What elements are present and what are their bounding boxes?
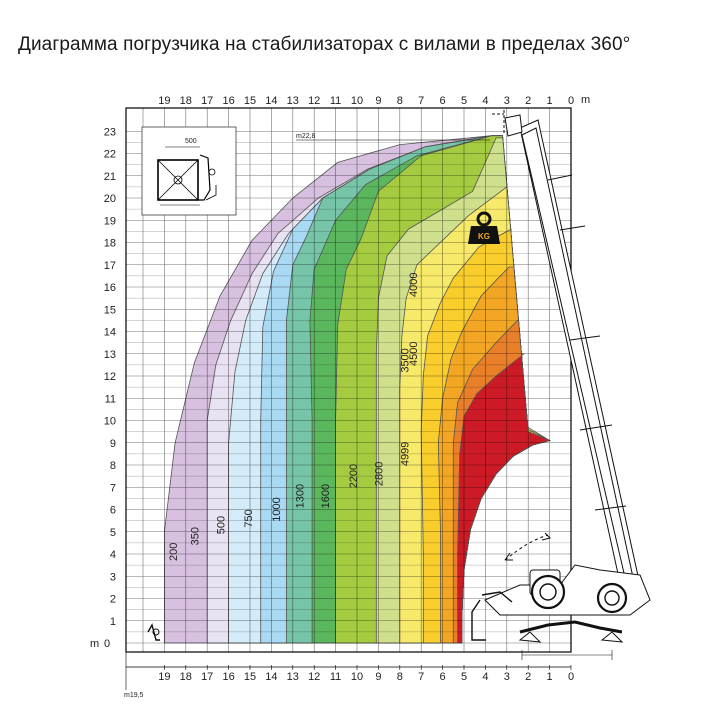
x-tick-top: 3 [504,95,510,107]
x-tick-top: 2 [525,95,531,107]
svg-text:KG: KG [478,232,490,241]
zone-label-200: 200 [168,543,180,561]
x-tick-top: 0 [568,95,574,107]
telehandler-drawing [126,110,651,653]
zone-label-1600: 1600 [320,484,332,508]
y-zero-label: 0 [104,638,110,650]
x-unit-label: m [581,94,590,106]
y-tick: 1 [110,616,116,628]
y-unit-label: m [90,638,99,650]
x-tick-bottom: 1 [547,671,553,683]
y-tick: 12 [104,371,116,383]
zone-label-4000: 4000 [408,273,420,297]
wheelbase-dimension [521,650,613,660]
x-tick-top: 6 [440,95,446,107]
load-zones [164,135,552,644]
zone-label-1300: 1300 [295,484,307,508]
x-tick-bottom: 3 [504,671,510,683]
zone-label-500: 500 [215,516,227,534]
plot-frame [125,107,572,653]
x-tick-top: 1 [547,95,553,107]
y-tick: 8 [110,460,116,472]
x-tick-bottom: 18 [180,671,192,683]
y-tick: 7 [110,482,116,494]
x-tick-bottom: 6 [440,671,446,683]
y-tick: 14 [104,327,116,339]
x-axis-top: 19 18 17 16 15 14 13 12 11 10 9 8 7 6 5 4 3 2 1 0 [158,95,574,107]
x-tick-bottom: 11 [330,671,341,683]
zone-labels: 200 350 500 750 1000 1300 1600 2200 2800 3500 4000… [168,273,420,561]
x-tick-bottom: 16 [222,671,234,683]
y-tick: 20 [104,193,116,205]
x-tick-top: 16 [222,95,234,107]
x-tick-top: 10 [351,95,363,107]
y-tick: 4 [110,549,116,561]
y-tick: 15 [104,304,116,316]
y-tick: 2 [110,594,116,606]
fork-carriage-icon: 500 [141,126,237,216]
chart-title: Диаграмма погрузчика на стабилизаторах с… [18,34,631,55]
y-tick: 9 [110,438,116,450]
x-tick-bottom: 12 [308,671,320,683]
y-tick: 21 [104,171,116,183]
zone-label-750: 750 [243,509,255,527]
x-tick-top: 5 [461,95,467,107]
zone-label-350: 350 [190,527,202,545]
x-tick-top: 12 [308,95,320,107]
x-tick-top: 11 [330,95,341,107]
x-tick-top: 15 [244,95,256,107]
y-tick: 11 [105,393,116,405]
y-tick: 18 [104,238,116,250]
zone-label-2800: 2800 [374,462,386,486]
x-tick-bottom: 9 [375,671,381,683]
y-tick: 3 [110,571,116,583]
x-tick-bottom: 14 [265,671,277,683]
y-tick: 5 [110,527,116,539]
y-tick: 10 [104,416,116,428]
max-reach-annotation: m19,5 [124,692,144,699]
x-tick-top: 13 [287,95,299,107]
zone-label-4999: 4999 [399,442,411,466]
x-tick-bottom: 0 [568,671,574,683]
y-tick: 16 [104,282,116,294]
x-tick-bottom: 10 [351,671,363,683]
x-tick-bottom: 2 [525,671,531,683]
x-tick-bottom: 19 [158,671,170,683]
fork-width-label: 500 [185,138,197,145]
x-tick-bottom: 17 [201,671,213,683]
y-tick: 13 [104,349,116,361]
y-tick: 23 [104,126,116,138]
x-tick-top: 9 [375,95,381,107]
x-tick-top: 19 [158,95,170,107]
zone-label-4500: 4500 [408,342,420,366]
x-tick-top: 18 [180,95,192,107]
x-tick-bottom: 5 [461,671,467,683]
x-tick-top: 17 [201,95,213,107]
x-tick-top: 7 [418,95,424,107]
max-height-annotation: m22,8 [296,133,316,140]
y-tick: 22 [104,149,116,161]
x-tick-top: 8 [397,95,403,107]
y-tick: 6 [110,505,116,517]
zone-label-3500: 3500 [399,348,411,372]
x-tick-bottom: 7 [418,671,424,683]
x-tick-bottom: 15 [244,671,256,683]
x-tick-top: 14 [265,95,277,107]
y-tick: 19 [104,215,116,227]
x-tick-bottom: 13 [287,671,299,683]
x-tick-bottom: 4 [482,671,488,683]
y-tick: 17 [104,260,116,272]
x-tick-top: 4 [482,95,488,107]
x-tick-bottom: 8 [397,671,403,683]
x-axis-bottom: 19 18 17 16 15 14 13 12 11 10 9 8 7 6 5 4 3 2 1 0 [126,665,574,683]
kg-weight-icon: KG [468,211,500,244]
zone-label-1000: 1000 [271,497,283,521]
zone-label-2200: 2200 [348,464,360,488]
